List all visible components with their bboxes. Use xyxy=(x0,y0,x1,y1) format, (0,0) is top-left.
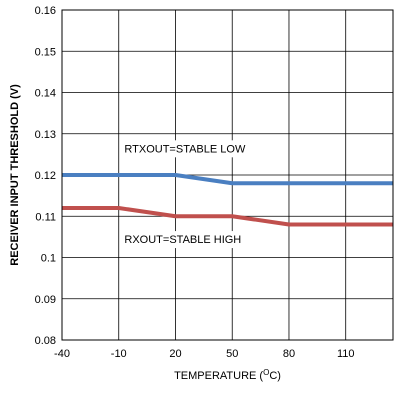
annotation-bg xyxy=(120,140,241,158)
x-axis-label: TEMPERATURE (OC) xyxy=(174,368,281,382)
series-lines xyxy=(62,173,393,227)
x-tick-label: 80 xyxy=(283,348,295,360)
x-tick-label: 50 xyxy=(226,348,238,360)
annotation-2: RXOUT=STABLE HIGH xyxy=(124,234,241,246)
series-line-2 xyxy=(62,206,393,227)
grid xyxy=(61,9,393,341)
y-tick-label: 0.11 xyxy=(35,211,56,223)
y-tick-label: 0.14 xyxy=(35,88,56,100)
x-tick-label: -40 xyxy=(54,348,70,360)
y-tick-label: 0.12 xyxy=(35,170,56,182)
y-axis-label: RECEIVER INPUT THRESHOLD (V) xyxy=(9,84,21,266)
y-tick-label: 0.16 xyxy=(35,5,56,17)
annotation-bg xyxy=(120,231,241,249)
y-tick-label: 0.09 xyxy=(35,294,56,306)
series-line-1 xyxy=(62,173,393,186)
x-tick-label: -10 xyxy=(111,348,127,360)
annotations: RTXOUT=STABLE LOW RXOUT=STABLE HIGH xyxy=(120,140,246,249)
y-tick-label: 0.13 xyxy=(35,129,56,141)
y-tick-label: 0.1 xyxy=(41,253,56,265)
y-tick-label: 0.15 xyxy=(35,46,56,58)
tick-labels: 0.08 0.09 0.1 0.11 0.12 0.13 0.14 0.15 0.16 -40 -1… xyxy=(35,5,355,360)
y-tick-label: 0.08 xyxy=(35,335,56,347)
annotation-1: RTXOUT=STABLE LOW xyxy=(124,143,246,155)
x-tick-label: 20 xyxy=(169,348,181,360)
plot-frame xyxy=(61,9,394,341)
x-tick-label: 110 xyxy=(337,348,355,360)
